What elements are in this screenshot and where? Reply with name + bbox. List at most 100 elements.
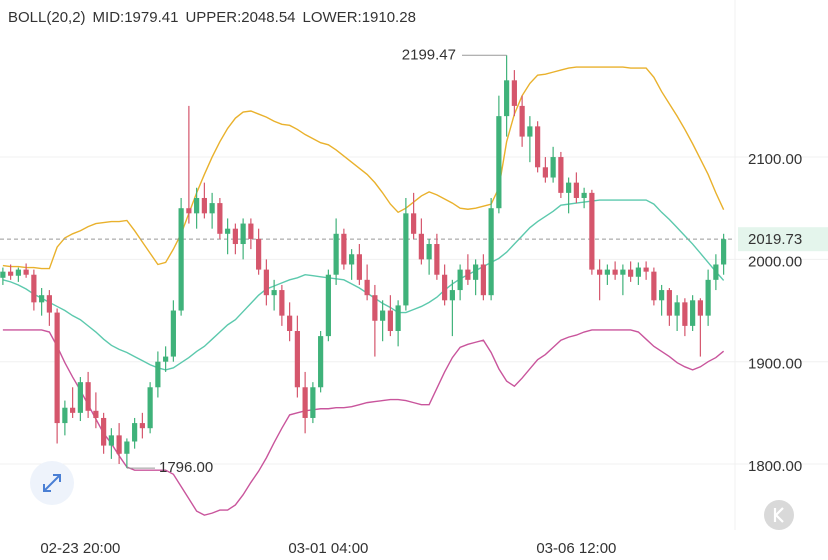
candle-body bbox=[77, 382, 83, 413]
candle-body bbox=[666, 290, 672, 316]
candle-body bbox=[349, 254, 355, 265]
candle-body bbox=[101, 417, 107, 446]
candle-body bbox=[93, 410, 99, 418]
x-tick-label: 03-01 04:00 bbox=[288, 540, 368, 557]
candle-body bbox=[387, 310, 393, 331]
candle-body bbox=[62, 407, 68, 424]
candle-body bbox=[194, 197, 200, 214]
candle-body bbox=[713, 264, 719, 280]
expand-icon bbox=[43, 474, 61, 492]
candle-body bbox=[201, 197, 207, 214]
candle-body bbox=[294, 330, 300, 388]
candle-body bbox=[465, 269, 471, 280]
candle-body bbox=[651, 271, 657, 301]
candle-body bbox=[519, 105, 525, 137]
band-line bbox=[2, 66, 725, 270]
candle-body bbox=[178, 208, 184, 311]
candle-body bbox=[628, 269, 634, 277]
candle-body bbox=[659, 290, 665, 301]
candle-body bbox=[589, 192, 595, 270]
candle-body bbox=[271, 290, 277, 296]
candle-body bbox=[232, 228, 238, 245]
candle-body bbox=[721, 239, 727, 265]
candle-body bbox=[46, 295, 52, 313]
candle-body bbox=[287, 315, 293, 331]
candle-body bbox=[403, 213, 409, 306]
candle-body bbox=[612, 269, 618, 275]
candle-body bbox=[15, 269, 21, 276]
candle-body bbox=[240, 223, 246, 245]
legend-entry: LOWER:1910.28 bbox=[303, 9, 416, 26]
candle-body bbox=[597, 269, 603, 275]
candle-body bbox=[256, 238, 262, 270]
candle-body bbox=[170, 310, 176, 357]
candle-body bbox=[573, 182, 579, 198]
candle-body bbox=[248, 223, 254, 239]
candle-body bbox=[279, 290, 285, 316]
y-tick-label: 2000.00 bbox=[748, 253, 802, 270]
candle-body bbox=[550, 157, 556, 178]
candle-body bbox=[356, 254, 362, 280]
labels-layer: 1800.00 1900.00 2000.00 2100.00 02-23 20:00 0… bbox=[8, 9, 828, 557]
candle-body bbox=[39, 295, 45, 303]
x-tick-label: 02-23 20:00 bbox=[40, 540, 120, 557]
candle-body bbox=[480, 264, 486, 296]
candle-body bbox=[604, 269, 610, 275]
scroll-button-bg[interactable] bbox=[764, 500, 794, 530]
candle-body bbox=[674, 302, 680, 316]
legend-entry: MID:1979.41 bbox=[93, 9, 179, 26]
candle-body bbox=[705, 279, 711, 316]
candle-body bbox=[318, 336, 324, 388]
candles-layer bbox=[0, 55, 727, 469]
last-price-box bbox=[738, 227, 828, 252]
candle-body bbox=[682, 302, 688, 326]
candle-body bbox=[209, 203, 215, 214]
candle-body bbox=[364, 279, 370, 296]
candle-body bbox=[635, 267, 641, 277]
expand-button[interactable] bbox=[30, 461, 74, 505]
candle-body bbox=[163, 356, 169, 362]
candle-body bbox=[147, 387, 153, 429]
candle-body bbox=[70, 407, 76, 413]
legend-entry: UPPER:2048.54 bbox=[185, 9, 295, 26]
scroll-latest-button[interactable] bbox=[764, 500, 794, 530]
candle-body bbox=[23, 269, 29, 275]
candle-body bbox=[697, 300, 703, 316]
candle-body bbox=[558, 157, 564, 193]
candle-body bbox=[341, 233, 347, 265]
candle-body bbox=[442, 274, 448, 301]
candle-body bbox=[108, 435, 114, 446]
candle-body bbox=[372, 295, 378, 321]
candle-body bbox=[132, 423, 138, 442]
scroll-icon bbox=[773, 507, 784, 523]
candle-body bbox=[542, 167, 548, 178]
candle-body bbox=[302, 387, 308, 418]
candle-body bbox=[186, 208, 192, 214]
candle-body bbox=[225, 228, 231, 234]
candle-body bbox=[566, 182, 572, 193]
candle-body bbox=[457, 269, 463, 291]
candle-body bbox=[473, 264, 479, 280]
candle-body bbox=[31, 274, 37, 303]
candle-body bbox=[449, 290, 455, 301]
candle-body bbox=[643, 267, 649, 272]
candle-body bbox=[434, 244, 440, 275]
candle-body bbox=[488, 208, 494, 296]
candle-body bbox=[426, 244, 432, 260]
candle-body bbox=[124, 441, 130, 454]
candle-body bbox=[333, 233, 339, 275]
candle-body bbox=[511, 80, 517, 106]
candle-body bbox=[325, 274, 331, 337]
candle-body bbox=[581, 192, 587, 198]
y-tick-label: 2100.00 bbox=[748, 151, 802, 168]
grid-layer bbox=[0, 156, 828, 465]
candle-body bbox=[418, 233, 424, 260]
legend-indicator: BOLL(20,2) bbox=[8, 9, 86, 26]
candle-body bbox=[217, 203, 223, 234]
band-line bbox=[2, 199, 725, 371]
x-tick-label: 03-06 12:00 bbox=[536, 540, 616, 557]
candle-body bbox=[0, 271, 6, 278]
